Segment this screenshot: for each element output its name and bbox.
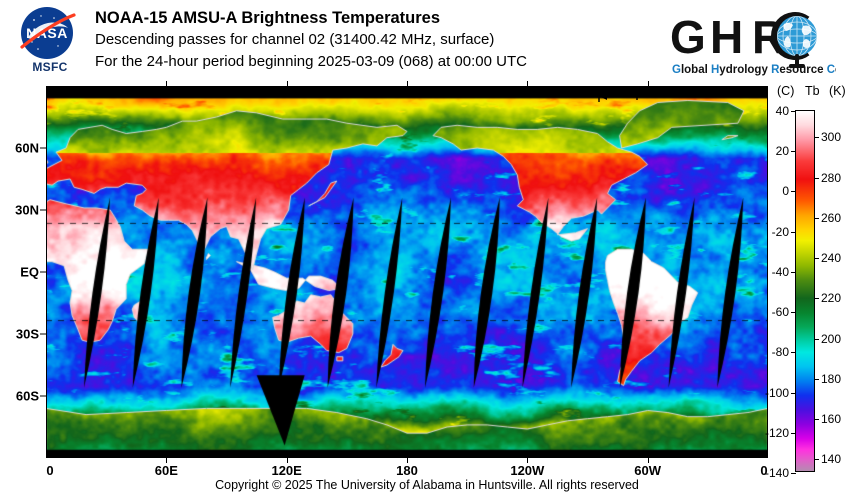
colorbar-unit-celsius: (C) xyxy=(777,84,795,98)
colorbar-label-celsius: -80 xyxy=(771,345,789,360)
colorbar-tick-celsius xyxy=(791,352,796,354)
colorbar-tick-kelvin xyxy=(814,298,819,300)
copyright-text: Copyright © 2025 The University of Alaba… xyxy=(215,478,639,492)
colorbar-label-celsius: -20 xyxy=(771,224,789,239)
colorbar-label-celsius: -140 xyxy=(764,466,789,480)
colorbar-label-kelvin: 300 xyxy=(821,130,842,145)
colorbar-tick-celsius xyxy=(791,151,796,153)
lon-tick-bottom xyxy=(286,458,288,463)
lon-label-2: 120E xyxy=(271,463,302,478)
lat-tick xyxy=(40,333,46,335)
lon-label-4: 120W xyxy=(510,463,545,478)
colorbar-variable-label: Tb xyxy=(805,84,820,98)
colorbar-tick-celsius xyxy=(791,231,796,233)
colorbar-tick-celsius xyxy=(791,271,796,273)
ghrc-logo: G H R xyxy=(664,6,836,78)
page-title: NOAA-15 AMSU-A Brightness Temperatures xyxy=(95,9,441,27)
colorbar-label-celsius: 0 xyxy=(782,184,789,199)
colorbar: (C) Tb (K) 40 20 0 -20 -40 -60 -80 -100 -120 -140… xyxy=(765,84,854,480)
title-block: NOAA-15 AMSU-A Brightness Temperatures D… xyxy=(95,7,675,73)
lat-label-30n: 30N xyxy=(15,202,39,218)
lon-label-3: 180 xyxy=(396,463,418,478)
colorbar-tick-kelvin xyxy=(814,177,819,179)
colorbar-tick-celsius xyxy=(791,111,796,112)
lon-tick-bottom xyxy=(166,458,168,463)
subtitle-channel: Descending passes for channel 02 (31400.… xyxy=(95,31,495,48)
colorbar-label-kelvin: 260 xyxy=(821,210,842,225)
svg-text:Global Hydrology Resource Cent: Global Hydrology Resource Center xyxy=(672,64,836,76)
colorbar-label-kelvin: 240 xyxy=(821,251,842,266)
lon-label-6: 0 xyxy=(760,463,768,478)
nasa-center-label: MSFC xyxy=(32,60,68,74)
colorbar-label-kelvin: 280 xyxy=(821,170,842,185)
lon-tick-top xyxy=(166,81,168,86)
colorbar-label-kelvin: 180 xyxy=(821,371,842,386)
lat-label-60n: 60N xyxy=(15,140,39,156)
lat-tick xyxy=(40,271,46,273)
colorbar-label-celsius: -120 xyxy=(764,425,789,440)
colorbar-tick-celsius xyxy=(791,191,796,193)
colorbar-label-kelvin: 220 xyxy=(821,291,842,306)
lon-tick-bottom xyxy=(527,458,529,463)
map-raster[interactable] xyxy=(46,86,768,458)
colorbar-unit-kelvin: (K) xyxy=(829,84,846,98)
colorbar-label-celsius: -60 xyxy=(771,305,789,320)
colorbar-tick-celsius xyxy=(791,432,796,434)
svg-text:H: H xyxy=(710,11,743,63)
lat-label-30s: 30S xyxy=(15,326,39,342)
colorbar-label-celsius: 20 xyxy=(775,144,789,159)
lon-label-0: 0 xyxy=(46,463,54,478)
lon-tick-top xyxy=(286,81,288,86)
colorbar-tick-kelvin xyxy=(814,419,819,420)
lon-tick-bottom xyxy=(647,458,649,463)
colorbar-tick-celsius xyxy=(791,392,796,394)
lat-tick xyxy=(40,209,46,211)
colorbar-label-celsius: -40 xyxy=(771,264,789,279)
lon-tick-top xyxy=(527,81,529,86)
subtitle-period: For the 24-hour period beginning 2025-03… xyxy=(95,53,527,70)
header: NASA MSFC NOAA-15 AMSU-A Brightness Temp… xyxy=(0,0,854,86)
nasa-meatball-logo: NASA xyxy=(14,4,86,82)
equator-crossing-arrow-icon xyxy=(585,88,645,104)
colorbar-gradient: 40 20 0 -20 -40 -60 -80 -100 -120 -140 300 280 260 24… xyxy=(765,104,841,480)
colorbar-tick-celsius xyxy=(791,473,796,474)
colorbar-tick-kelvin xyxy=(814,258,819,260)
colorbar-tick-celsius xyxy=(791,312,796,314)
lon-label-1: 60E xyxy=(154,463,178,478)
lat-label-60s: 60S xyxy=(15,388,39,404)
colorbar-label-kelvin: 160 xyxy=(821,412,842,426)
colorbar-tick-kelvin xyxy=(814,217,819,219)
colorbar-tick-kelvin xyxy=(814,459,819,461)
colorbar-label-kelvin: 140 xyxy=(821,452,842,467)
colorbar-tick-kelvin xyxy=(814,137,819,139)
lon-tick-top xyxy=(407,81,408,86)
lon-tick-top xyxy=(647,81,649,86)
colorbar-label-celsius: 40 xyxy=(775,104,789,118)
colorbar-label-kelvin: 200 xyxy=(821,331,842,346)
colorbar-tick-kelvin xyxy=(814,378,819,380)
lon-label-5: 60W xyxy=(634,463,662,478)
brightness-temperature-map[interactable]: 60N 30N EQ 30S 60S 0 60E 120E 180 120W 60W 0 xyxy=(15,81,768,478)
lat-tick xyxy=(40,395,46,397)
colorbar-label-celsius: -100 xyxy=(764,385,789,400)
svg-text:G: G xyxy=(670,11,706,63)
colorbar-tick-kelvin xyxy=(814,338,819,340)
lat-label-eq: EQ xyxy=(20,264,39,280)
lat-tick xyxy=(40,147,46,149)
lon-tick-bottom xyxy=(407,458,408,463)
